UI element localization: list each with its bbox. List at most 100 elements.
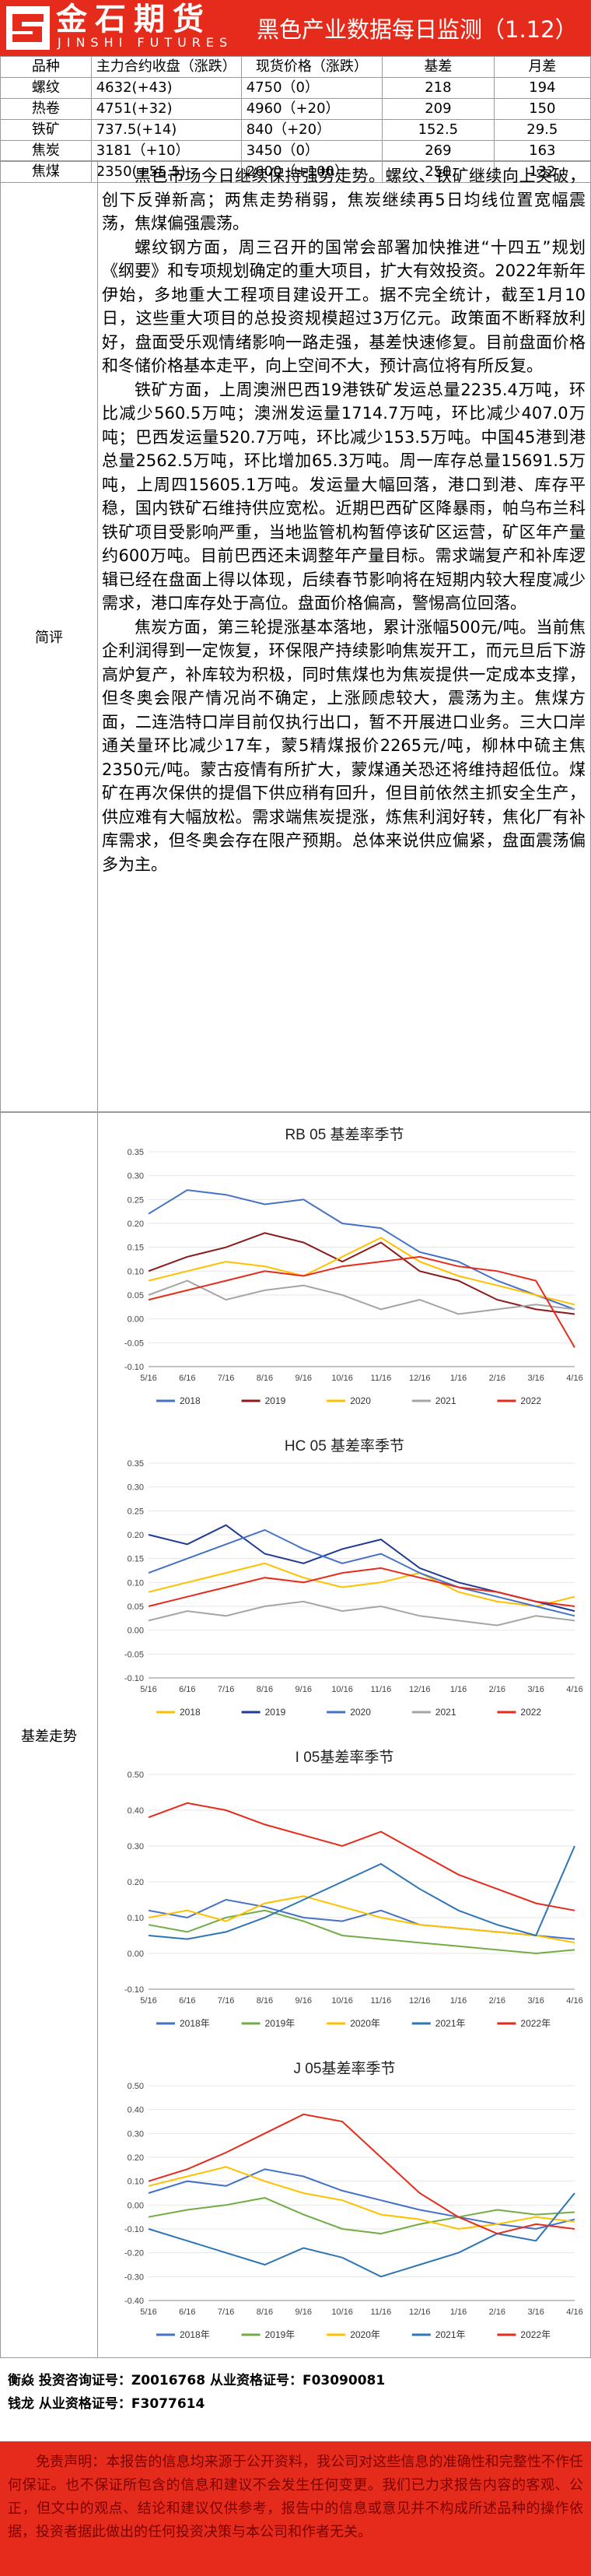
legend-label: 2020 (350, 1707, 371, 1718)
analyst-credentials: 衡焱 投资咨询证号：Z0016768 从业资格证号：F03090081 钱龙 从… (0, 2358, 591, 2436)
y-tick-label: 0.00 (128, 1315, 144, 1325)
column-header: 月差 (493, 56, 591, 78)
commentary-paragraph: 黑色市场今日继续保持强势走势。螺纹、铁矿继续向上突破，创下反弹新高；两焦走势稍弱… (102, 167, 586, 233)
y-tick-label: 0.20 (128, 1220, 144, 1229)
x-tick-label: 8/16 (257, 1996, 273, 2006)
y-tick-label: 0.10 (128, 2178, 144, 2187)
x-tick-label: 6/16 (179, 2308, 195, 2317)
chart-title: HC 05 基差率季节 (285, 1437, 404, 1455)
x-tick-label: 10/16 (331, 1685, 353, 1694)
series-line (148, 1189, 575, 1311)
product-name: 铁矿 (0, 119, 92, 141)
y-tick-label: -0.40 (124, 2297, 144, 2306)
legend-label: 2020 (350, 1395, 371, 1406)
close-price: 737.5(+14) (90, 119, 242, 141)
y-tick-label: 0.50 (128, 2082, 144, 2091)
legend-label: 2020年 (350, 2329, 380, 2340)
legend-label: 2019 (265, 1707, 286, 1718)
y-tick-label: 0.40 (128, 2106, 144, 2115)
x-tick-label: 9/16 (296, 1685, 312, 1694)
y-tick-label: 0.30 (128, 1172, 144, 1181)
table-row: 焦炭 3181（+10） 3450（0） 269 163 (0, 140, 591, 162)
product-name: 焦炭 (0, 140, 92, 162)
series-line (148, 1562, 575, 1608)
y-tick-label: 0.30 (128, 1842, 144, 1851)
series-line (148, 1279, 575, 1315)
y-tick-label: 0.25 (128, 1195, 144, 1205)
legend-label: 2018 (180, 1395, 201, 1406)
x-tick-label: 5/16 (140, 1996, 156, 2006)
x-tick-label: 4/16 (566, 1685, 582, 1694)
spot-price: 3450（0） (240, 140, 383, 162)
y-tick-label: -0.05 (124, 1650, 144, 1659)
x-tick-label: 11/16 (371, 1685, 392, 1694)
basis-value: 250 (382, 161, 495, 183)
hc-basis-chart: HC 05 基差率季节 -0.10 -0.05 0.00 0.05 0.10 0.15 0.2… (100, 1430, 589, 1734)
legend-label: 2018年 (180, 2329, 210, 2340)
y-tick-label: -0.10 (124, 1363, 144, 1372)
y-tick-label: 0.20 (128, 1531, 144, 1540)
legend-label: 2021 (435, 1707, 456, 1718)
series-line (148, 1845, 575, 1940)
y-tick-label: 0.10 (128, 1578, 144, 1588)
charts-section-label: 基差走势 (1, 1113, 98, 2357)
disclaimer-box: 免责声明：本报告的信息均来源于公开资料，我公司对这些信息的准确性和完整性不作任何… (0, 2441, 591, 2576)
legend-label: 2021年 (435, 2018, 466, 2029)
series-line (148, 1237, 575, 1306)
spot-price: 4750（0） (240, 77, 383, 99)
analyst-credential-line: 钱龙 从业资格证号：F3077614 (8, 2396, 205, 2412)
x-tick-label: 11/16 (371, 2308, 392, 2317)
spot-price: 4960（+20） (240, 98, 383, 120)
series-line (148, 2168, 575, 2230)
commentary-label: 简评 (1, 161, 98, 1111)
y-tick-label: 0.00 (128, 2201, 144, 2210)
product-name: 焦煤 (0, 161, 92, 183)
x-tick-label: 6/16 (179, 1996, 195, 2006)
series-line (148, 2113, 575, 2235)
x-tick-label: 7/16 (218, 1685, 234, 1694)
table-header-row: 品种 主力合约收盘（涨跌） 现货价格（涨跌） 基差 月差 (0, 56, 591, 78)
x-tick-label: 2/16 (489, 1685, 505, 1694)
x-tick-label: 5/16 (140, 1374, 156, 1383)
column-header: 品种 (0, 56, 92, 78)
x-tick-label: 11/16 (371, 1996, 392, 2006)
x-tick-label: 4/16 (566, 2308, 582, 2317)
x-tick-label: 1/16 (450, 1685, 467, 1694)
spread-value: 29.5 (493, 119, 591, 141)
y-tick-label: 0.25 (128, 1507, 144, 1516)
x-tick-label: 8/16 (257, 1374, 273, 1383)
x-tick-label: 9/16 (296, 2308, 312, 2317)
series-line (148, 2192, 575, 2278)
x-tick-label: 11/16 (371, 1374, 392, 1383)
y-tick-label: 0.35 (128, 1459, 144, 1469)
series-line (148, 1567, 575, 1607)
legend-label: 2022 (520, 1707, 541, 1718)
x-tick-label: 3/16 (527, 1996, 544, 2006)
close-price: 4632(+43) (90, 77, 242, 99)
x-tick-label: 1/16 (450, 1374, 467, 1383)
commentary-paragraph: 焦炭方面，第三轮提涨基本落地，累计涨幅500元/吨。当前焦企利润得到一定恢复，环… (102, 617, 586, 874)
y-tick-label: -0.10 (124, 1674, 144, 1683)
legend-label: 2019年 (265, 2329, 296, 2340)
j-basis-chart: J 05基差率季节 -0.40 -0.30 -0.20 -0.10 0.00 0.10 0.2… (100, 2053, 589, 2357)
column-header: 主力合约收盘（涨跌） (90, 56, 242, 78)
legend-label: 2019 (265, 1395, 286, 1406)
y-tick-label: 0.30 (128, 2129, 144, 2139)
spread-value: 194 (493, 77, 591, 99)
product-name: 螺纹 (0, 77, 92, 99)
series-line (148, 1232, 575, 1315)
x-tick-label: 10/16 (331, 1374, 353, 1383)
x-tick-label: 4/16 (566, 1374, 582, 1383)
y-tick-label: 0.20 (128, 1878, 144, 1887)
y-tick-label: 0.35 (128, 1148, 144, 1157)
close-price: 4751(+32) (90, 98, 242, 120)
y-tick-label: 0.40 (128, 1806, 144, 1816)
column-header: 现货价格（涨跌） (240, 56, 383, 78)
basis-value: 152.5 (382, 119, 495, 141)
commentary-body: 黑色市场今日继续保持强势走势。螺纹、铁矿继续向上突破，创下反弹新高；两焦走势稍弱… (102, 164, 586, 876)
x-tick-label: 1/16 (450, 2308, 467, 2317)
x-tick-label: 3/16 (527, 2308, 544, 2317)
x-tick-label: 12/16 (409, 1996, 431, 2006)
table-row: 铁矿 737.5(+14) 840（+20） 152.5 29.5 (0, 119, 591, 141)
spread-value: 132 (493, 161, 591, 183)
